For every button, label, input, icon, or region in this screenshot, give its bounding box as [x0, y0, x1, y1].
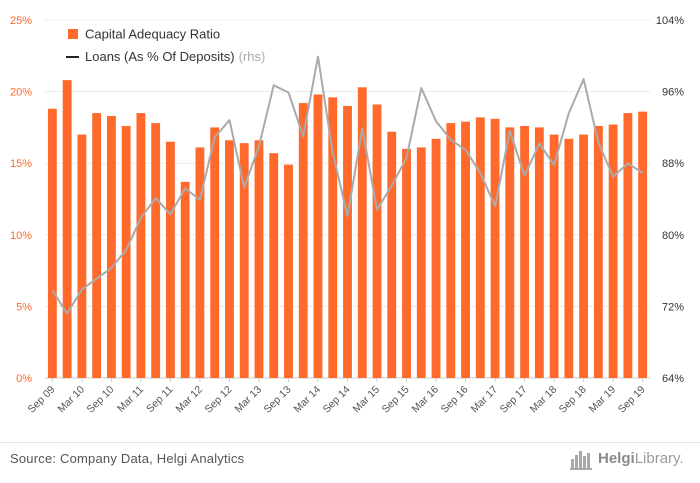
left-tick-label: 0%	[16, 373, 32, 385]
bar	[505, 127, 515, 379]
bar	[387, 131, 397, 378]
x-tick-label: Sep 16	[439, 384, 471, 416]
right-tick-label: 104%	[656, 15, 684, 27]
bar	[47, 108, 57, 378]
x-tick-label: Mar 12	[173, 384, 205, 416]
legend: Capital Adequacy Ratio Loans (As % Of De…	[66, 27, 265, 64]
left-axis: 0% 5% 10% 15% 20% 25%	[10, 15, 32, 385]
left-tick-label: 10%	[10, 230, 32, 242]
x-tick-label: Sep 09	[25, 384, 57, 416]
legend-label-loans: Loans (As % Of Deposits) (rhs)	[85, 49, 265, 64]
x-tick-label: Sep 17	[498, 384, 530, 416]
footer-divider	[0, 442, 700, 443]
line-path	[51, 55, 644, 315]
bar	[284, 164, 293, 378]
bar	[461, 121, 470, 378]
bar	[328, 97, 338, 378]
x-tick-label: Mar 14	[292, 384, 324, 416]
x-tick-label: Mar 17	[469, 384, 501, 416]
bar	[239, 143, 249, 378]
legend-label-loans-main: Loans (As % Of Deposits)	[85, 49, 235, 64]
line-series-loans-to-deposits	[51, 55, 644, 315]
bar	[534, 127, 544, 379]
bar	[490, 118, 500, 379]
left-tick-label: 25%	[10, 15, 32, 27]
legend-label-capital-adequacy: Capital Adequacy Ratio	[85, 27, 220, 42]
bar	[298, 103, 308, 378]
right-tick-label: 80%	[662, 230, 684, 242]
bar	[313, 94, 323, 379]
right-tick-label: 96%	[662, 87, 684, 99]
bar-series-capital-adequacy	[47, 80, 648, 379]
bar	[195, 147, 205, 378]
x-tick-label: Sep 13	[262, 384, 294, 416]
bar	[106, 115, 116, 378]
x-tick-label: Sep 15	[380, 384, 412, 416]
bar	[475, 117, 485, 378]
bar	[343, 105, 352, 379]
right-axis: 64% 72% 80% 88% 96% 104%	[656, 15, 684, 385]
x-tick-label: Mar 13	[232, 384, 264, 416]
x-tick-label: Mar 11	[115, 384, 146, 415]
bar	[254, 140, 264, 378]
chart: 0% 5% 10% 15% 20% 25% 64% 72% 80% 88% 96% 104% Sep…	[10, 15, 684, 416]
x-tick-label: Sep 10	[85, 384, 117, 416]
x-tick-label: Sep 19	[616, 384, 648, 416]
right-tick-label: 72%	[662, 301, 684, 313]
bar	[549, 134, 559, 378]
bar	[446, 123, 456, 378]
bar	[225, 140, 234, 378]
bar	[121, 125, 131, 378]
x-tick-label: Sep 18	[557, 384, 589, 416]
left-tick-label: 15%	[10, 158, 32, 170]
right-tick-label: 88%	[662, 158, 684, 170]
bar	[62, 80, 72, 379]
legend-label-loans-suffix: (rhs)	[239, 49, 266, 64]
bar	[520, 125, 529, 378]
x-tick-label: Sep 11	[144, 384, 176, 416]
brand-light: Library.	[634, 450, 684, 467]
right-tick-label: 64%	[662, 373, 684, 385]
x-tick-label: Mar 19	[587, 384, 619, 416]
bar	[180, 181, 190, 378]
bar	[372, 104, 382, 378]
left-tick-label: 5%	[16, 301, 32, 313]
bar	[416, 147, 426, 378]
x-tick-label: Mar 10	[55, 384, 87, 416]
x-tick-label: Sep 12	[203, 384, 235, 416]
helgi-library-logo: HelgiLibrary.	[570, 449, 692, 471]
bar	[92, 113, 102, 378]
bar	[623, 113, 633, 378]
x-tick-label: Mar 15	[351, 384, 383, 416]
legend-swatch-bar	[68, 29, 78, 39]
bar	[136, 113, 146, 378]
bar	[210, 127, 220, 379]
bar	[166, 141, 175, 378]
x-tick-label: Sep 14	[321, 384, 353, 416]
source-note: Source: Company Data, Helgi Analytics	[10, 451, 245, 466]
bar	[269, 153, 279, 378]
brand-wordmark: HelgiLibrary.	[598, 450, 684, 467]
bar	[608, 124, 618, 378]
bar	[431, 138, 441, 378]
bar	[77, 134, 87, 378]
bar	[151, 123, 161, 378]
bar	[357, 87, 367, 378]
bar	[402, 148, 411, 378]
x-tick-label: Mar 18	[528, 384, 560, 416]
x-tick-label: Mar 16	[410, 384, 442, 416]
bar	[564, 138, 574, 378]
bar	[579, 134, 589, 378]
bar	[593, 125, 603, 378]
bar	[638, 111, 648, 378]
skyline-logo-icon	[570, 451, 592, 470]
left-tick-label: 20%	[10, 87, 32, 99]
brand-bold: Helgi	[598, 450, 635, 467]
